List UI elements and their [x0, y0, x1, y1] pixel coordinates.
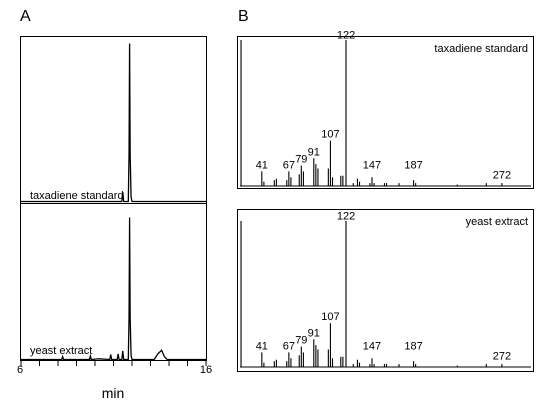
peak-label-mz-67: 67 — [283, 159, 295, 171]
spectrum-bars-standard — [240, 40, 531, 187]
peak-label-mz-79: 79 — [295, 154, 307, 166]
peak-label-mz-147: 147 — [363, 159, 381, 171]
x-tick-label-end: 16 — [200, 364, 212, 376]
peak-label-mz-147: 147 — [363, 340, 381, 352]
panel-b-letter: B — [238, 8, 249, 25]
peak-label-mz-272: 272 — [493, 170, 511, 182]
chromatogram-panel: taxadiene standard yeast extract 6 16 mi… — [17, 36, 212, 401]
peak-label-mz-107: 107 — [321, 129, 339, 141]
peak-label-mz-91: 91 — [308, 146, 320, 158]
spectrum-title-yeast: yeast extract — [466, 216, 528, 228]
peak-label-mz-41: 41 — [256, 159, 268, 171]
panel-a-letter: A — [20, 8, 31, 25]
trace-label-taxadiene-standard: taxadiene standard — [30, 190, 124, 202]
trace-label-yeast-extract: yeast extract — [30, 345, 92, 357]
peak-label-mz-272: 272 — [493, 351, 511, 363]
spectrum-frame-yeast — [237, 209, 534, 372]
chromatogram-frame — [20, 36, 207, 361]
spectrum-title-standard: taxadiene standard — [434, 43, 528, 55]
peak-label-mz-91: 91 — [308, 327, 320, 339]
spectrum-frame-standard — [237, 36, 534, 189]
x-tick-label-start: 6 — [17, 364, 23, 376]
peak-label-mz-41: 41 — [256, 340, 268, 352]
peak-label-mz-187: 187 — [404, 159, 422, 171]
peak-label-mz-187: 187 — [404, 340, 422, 352]
spectrum-bars-yeast — [240, 221, 531, 368]
peak-label-mz-107: 107 — [321, 311, 339, 323]
peak-label-mz-122: 122 — [337, 210, 355, 222]
trace-taxadiene-standard — [21, 43, 206, 203]
peak-label-mz-122: 122 — [337, 29, 355, 41]
peak-label-mz-67: 67 — [283, 340, 295, 352]
trace-yeast-extract — [21, 217, 206, 361]
x-axis-title: min — [102, 385, 125, 401]
time-axis-ticks — [20, 361, 207, 366]
peak-label-mz-79: 79 — [295, 335, 307, 347]
